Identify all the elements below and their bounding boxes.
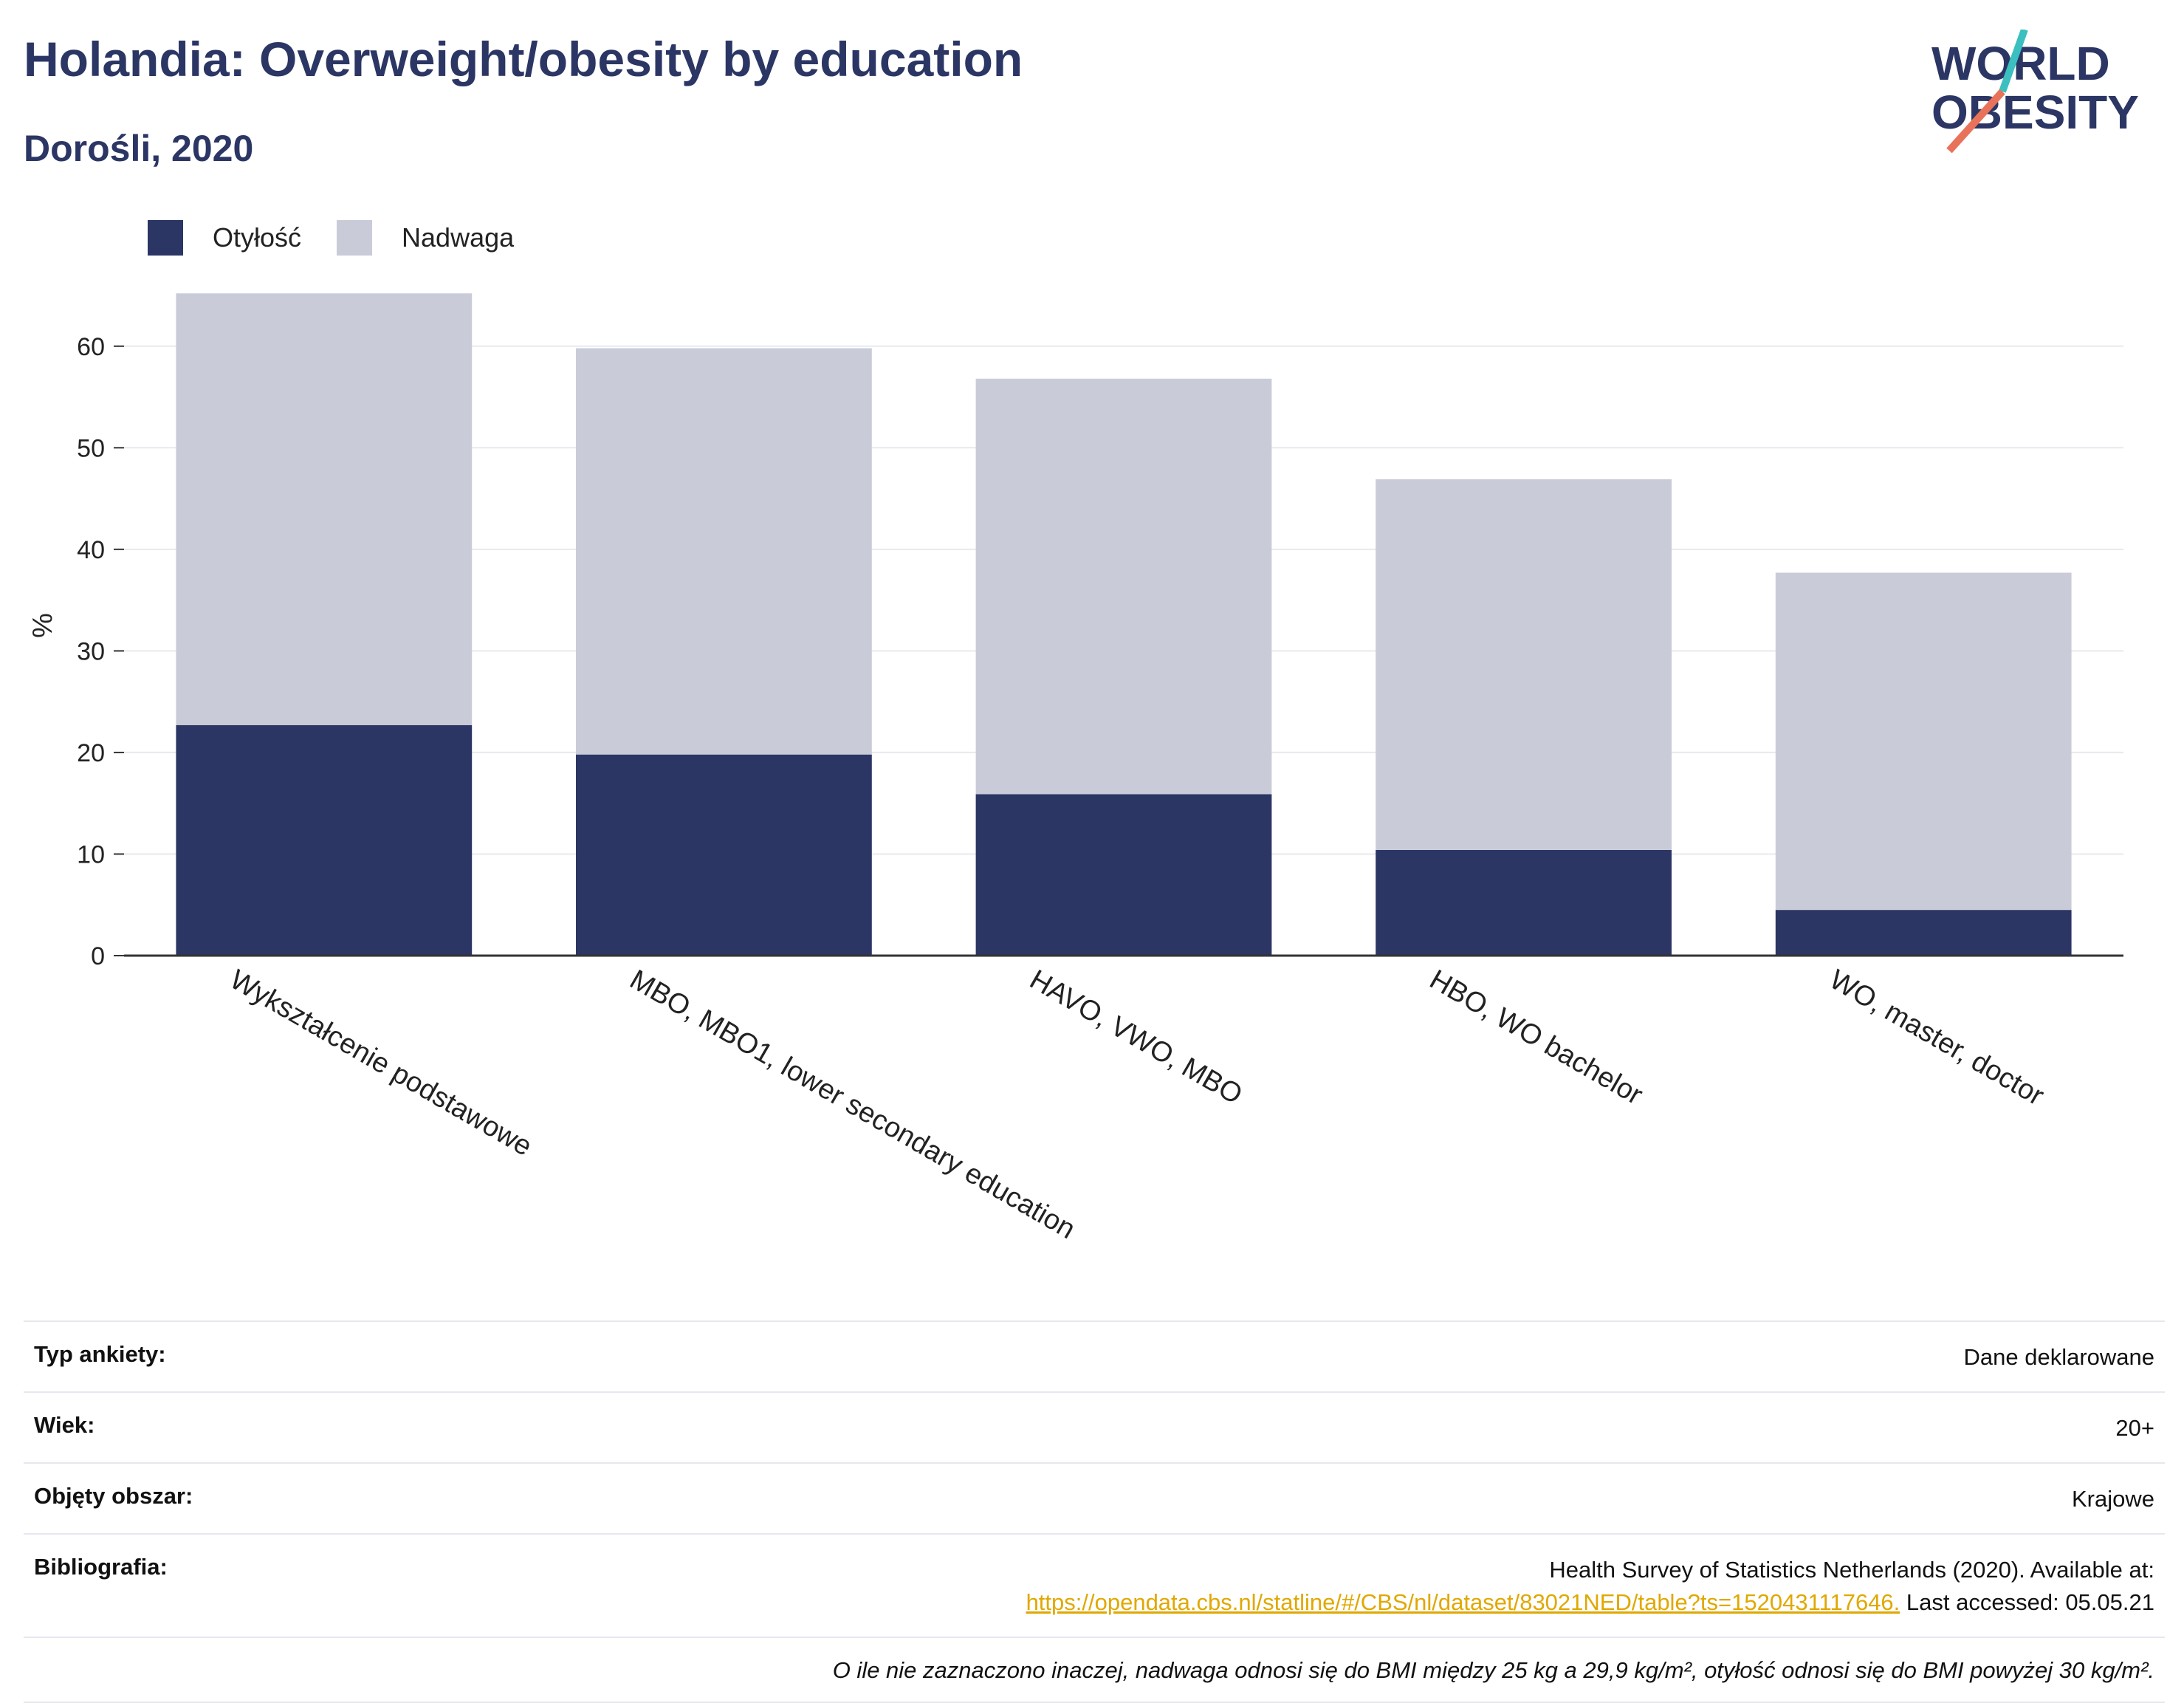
y-tick-label-0: 0 [91, 942, 105, 970]
x-tick-label-2: HAVO, VWO, MBO [1025, 964, 1248, 1111]
x-tick-label-1: MBO, MBO1, lower secondary education [625, 964, 1080, 1245]
meta-label-bibliography: Bibliografia: [34, 1554, 168, 1580]
bar-overweight-0 [176, 293, 473, 725]
y-tick-label-30: 30 [77, 637, 105, 665]
y-tick-label-60: 60 [77, 333, 105, 361]
logo-slash-teal [1999, 30, 2028, 93]
meta-value-area: Krajowe [2072, 1486, 2154, 1512]
y-tick-label-20: 20 [77, 739, 105, 767]
meta-row-survey: Typ ankiety: Dane deklarowane [24, 1320, 2165, 1391]
bar-obesity-0 [176, 724, 473, 956]
bar-obesity-3 [1376, 849, 1672, 956]
legend-item-overweight: Nadwaga [337, 220, 514, 256]
metadata-table: Typ ankiety: Dane deklarowane Wiek: 20+ … [24, 1320, 2165, 1703]
bar-overweight-4 [1775, 572, 2072, 911]
meta-row-bibliography: Bibliografia: Health Survey of Statistic… [24, 1533, 2165, 1637]
meta-label-area: Objęty obszar: [34, 1483, 193, 1509]
meta-label-age: Wiek: [34, 1412, 95, 1438]
x-tick-label-4: WO, master, doctor [1824, 964, 2050, 1111]
meta-row-note: O ile nie zaznaczono inaczej, nadwaga od… [24, 1637, 2165, 1703]
y-tick-label-10: 10 [77, 840, 105, 868]
y-tick-label-50: 50 [77, 434, 105, 462]
bibliography-text: Health Survey of Statistics Netherlands … [1549, 1557, 2154, 1583]
chart-title: Holandia: Overweight/obesity by educatio… [24, 32, 1023, 86]
meta-label-survey: Typ ankiety: [34, 1341, 166, 1367]
legend-label-obesity: Otyłość [213, 222, 302, 253]
bar-overweight-1 [576, 348, 872, 755]
stacked-bar-chart: 0 10 20 30 40 50 60% Wykształcenie podstawowe MB… [27, 293, 2123, 1245]
meta-row-area: Objęty obszar: Krajowe [24, 1462, 2165, 1533]
bibliography-accessed: Last accessed: 05.05.21 [1906, 1589, 2154, 1615]
chart-legend: Otyłość Nadwaga [148, 220, 549, 256]
bar-obesity-2 [975, 794, 1272, 956]
bar-obesity-1 [576, 754, 872, 956]
bibliography-link[interactable]: https://opendata.cbs.nl/statline/#/CBS/n… [1026, 1589, 1900, 1615]
bar-obesity-4 [1775, 910, 2072, 956]
legend-swatch-obesity [148, 220, 183, 256]
legend-item-obesity: Otyłość [148, 220, 301, 256]
x-tick-label-0: Wykształcenie podstawowe [224, 964, 537, 1162]
bar-overweight-2 [975, 378, 1272, 795]
legend-swatch-overweight [337, 220, 373, 256]
bar-overweight-3 [1376, 479, 1672, 850]
definition-note: O ile nie zaznaczono inaczej, nadwaga od… [832, 1657, 2154, 1683]
y-tick-label-40: 40 [77, 536, 105, 564]
meta-value-age: 20+ [2115, 1415, 2154, 1441]
y-axis-label: % [27, 613, 58, 638]
world-obesity-logo: WORLD OBESITY [1931, 30, 2139, 154]
meta-value-survey: Dane deklarowane [1963, 1344, 2154, 1370]
x-tick-label-3: HBO, WO bachelor [1424, 964, 1648, 1111]
meta-value-bibliography: Health Survey of Statistics Netherlands … [1026, 1554, 2154, 1619]
legend-label-overweight: Nadwaga [402, 222, 515, 253]
chart-subtitle: Dorośli, 2020 [24, 128, 254, 169]
meta-row-age: Wiek: 20+ [24, 1391, 2165, 1462]
logo-slash-coral [1946, 89, 2005, 154]
